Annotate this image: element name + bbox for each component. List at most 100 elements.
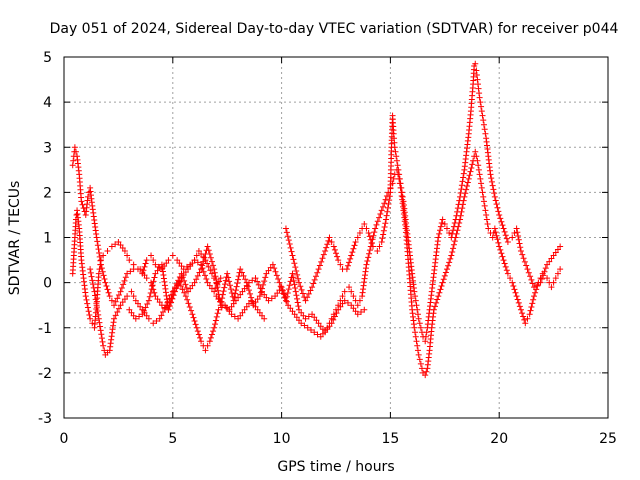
data-point [72,148,79,155]
data-point [259,312,266,319]
data-point [85,308,92,315]
series-trace-f [126,243,368,336]
data-point [438,220,445,227]
data-point [178,263,185,270]
data-point [311,276,318,283]
data-point [466,172,473,179]
data-point [247,290,254,297]
data-point [204,342,211,349]
data-point [515,236,522,243]
data-point [235,315,242,322]
data-point [483,216,490,223]
data-point [434,296,441,303]
data-point [323,244,330,251]
data-point [358,308,365,315]
data-point [509,279,516,286]
data-point [291,311,298,318]
data-point [376,243,383,250]
data-point [423,329,430,336]
x-axis-title: GPS time / hours [277,459,394,475]
data-point [189,260,196,267]
data-point [147,289,154,296]
data-point [373,221,380,228]
data-point [117,302,124,309]
data-point [541,268,548,275]
data-point [269,261,276,268]
data-point [128,288,135,295]
data-point [239,288,246,295]
data-point [341,288,348,295]
data-point [152,261,159,268]
data-point [292,264,299,271]
data-point [206,282,213,289]
data-point [495,239,502,246]
data-point [443,266,450,273]
data-point [286,240,293,247]
data-point [95,270,102,277]
data-point [478,108,485,115]
data-point [414,306,421,313]
data-point [263,270,270,277]
data-point [228,311,235,318]
data-point [504,239,511,246]
data-point [92,296,99,303]
data-point [153,317,160,324]
data-point [450,227,457,234]
data-point [322,329,329,336]
data-point [182,281,189,288]
data-point [104,248,111,255]
data-point [544,275,551,282]
data-point [210,328,217,335]
data-point [354,234,361,241]
data-point [485,225,492,232]
data-point [213,313,220,320]
data-point [289,308,296,315]
data-point [288,248,295,255]
data-point [194,272,201,279]
data-point [490,186,497,193]
data-point [96,319,103,326]
data-point [130,293,137,300]
data-point [317,323,324,330]
data-point [475,166,482,173]
data-point [298,286,305,293]
data-point [254,306,261,313]
data-point [101,276,108,283]
data-point [554,246,561,253]
data-point [189,311,196,318]
data-point [456,197,463,204]
data-point [441,272,448,279]
data-point [120,281,127,288]
data-point [546,258,553,265]
data-point [382,196,389,203]
data-point [177,283,184,290]
data-point [184,296,191,303]
data-point [179,274,186,281]
data-point [263,294,270,301]
data-point [437,223,444,230]
data-point [228,303,235,310]
data-point [330,316,337,323]
data-point [193,252,200,259]
data-point [412,297,419,304]
data-point [445,262,452,269]
data-point [284,233,291,240]
data-point [333,310,340,317]
data-point [186,303,193,310]
data-point [237,266,244,273]
data-point [328,239,335,246]
data-point [437,227,444,234]
data-point [200,268,207,275]
data-point [523,262,530,269]
data-point [480,198,487,205]
data-point [460,174,467,181]
data-point [437,286,444,293]
data-point [271,265,278,272]
data-point [356,297,363,304]
data-point [154,267,161,274]
data-point [413,302,420,309]
data-point [207,254,214,261]
data-point [331,246,338,253]
data-point [122,274,129,281]
